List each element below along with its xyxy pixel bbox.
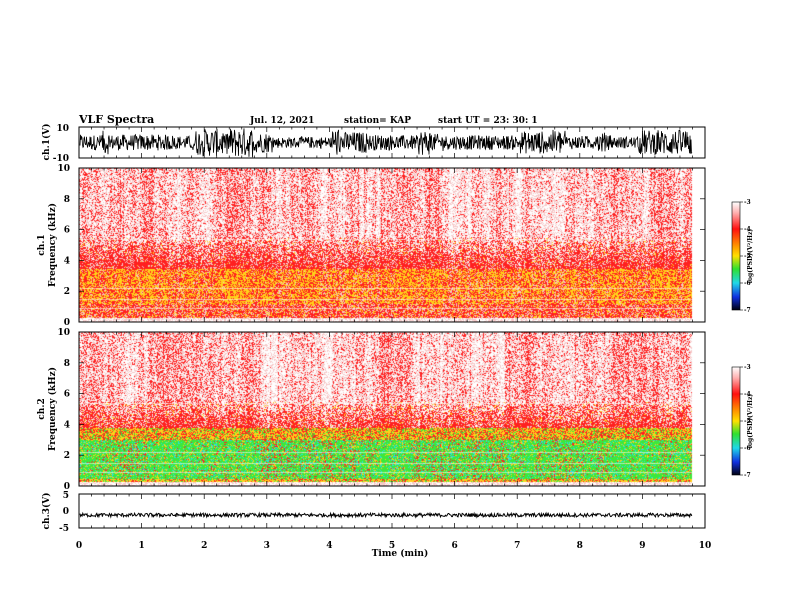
ch1-spectrogram-image bbox=[79, 168, 705, 322]
y-tick-label: 2 bbox=[64, 287, 70, 297]
ch1-waveform-ylabel: ch.1(V) bbox=[41, 124, 52, 161]
y-tick-label: 8 bbox=[64, 359, 70, 369]
colorbar-tick-label: -7 bbox=[744, 472, 751, 479]
x-tick-label: 9 bbox=[639, 541, 645, 551]
y-tick-label: 2 bbox=[64, 451, 70, 461]
y-tick-label: 0 bbox=[64, 318, 70, 328]
x-tick-label: 5 bbox=[389, 541, 395, 551]
ch1-spec-ylabel-freq: Frequency (kHz) bbox=[47, 203, 58, 287]
y-tick-label: 6 bbox=[64, 226, 70, 236]
colorbar-tick-label: -7 bbox=[744, 307, 751, 314]
ch3-ytick-top: 5 bbox=[63, 491, 69, 501]
y-tick-label: 10 bbox=[57, 328, 70, 338]
figure-station: station= KAP bbox=[344, 116, 411, 126]
x-axis-label: Time (min) bbox=[372, 548, 429, 559]
colorbar-tick-label: -6 bbox=[744, 280, 751, 287]
ch3-waveform-line bbox=[79, 511, 693, 519]
ch3-waveform-panel: 5 0 -5 ch.3(V) bbox=[41, 491, 706, 534]
ch1-waveform-line bbox=[79, 128, 693, 158]
y-tick-label: 8 bbox=[64, 195, 70, 205]
figure-title: VLF Spectra bbox=[78, 113, 154, 126]
ch1-colorbar bbox=[731, 201, 741, 311]
ch1-spec-ylabel-ch: ch.1 bbox=[37, 234, 47, 255]
ch2-colorbar-label: log(PSD)(V²/Hz) bbox=[747, 394, 754, 449]
x-tick-label: 0 bbox=[76, 541, 82, 551]
colorbar-tick-label: -5 bbox=[744, 253, 751, 260]
x-tick-label: 1 bbox=[138, 541, 144, 551]
y-tick-label: 0 bbox=[64, 482, 70, 492]
ch2-spectrogram-image bbox=[79, 332, 705, 486]
x-tick-label: 6 bbox=[451, 541, 457, 551]
y-tick-label: 4 bbox=[64, 256, 70, 266]
figure-start-time: start UT = 23: 30: 1 bbox=[438, 116, 538, 126]
ch1-ytick-bottom: -10 bbox=[53, 154, 69, 164]
x-tick-label: 10 bbox=[699, 541, 712, 551]
ch3-ytick-mid: 0 bbox=[63, 507, 69, 517]
ch2-spec-ylabel-freq: Frequency (kHz) bbox=[47, 367, 58, 451]
y-tick-label: 4 bbox=[64, 420, 70, 430]
ch3-waveform-ylabel: ch.3(V) bbox=[41, 493, 52, 530]
ch2-colorbar bbox=[731, 366, 741, 476]
x-tick-label: 3 bbox=[264, 541, 270, 551]
colorbar-tick-label: -5 bbox=[744, 418, 751, 425]
colorbar-tick-label: -6 bbox=[744, 445, 751, 452]
ch1-ytick-top: 10 bbox=[56, 124, 69, 134]
ch3-waveform-frame bbox=[78, 493, 706, 529]
colorbar-tick-label: -4 bbox=[744, 226, 751, 233]
x-tick-label: 4 bbox=[326, 541, 332, 551]
ch3-ytick-bottom: -5 bbox=[59, 524, 69, 534]
y-tick-label: 10 bbox=[57, 164, 70, 174]
x-tick-label: 2 bbox=[201, 541, 207, 551]
colorbar-tick-label: -3 bbox=[744, 364, 751, 371]
ch2-spec-ylabel-ch: ch.2 bbox=[37, 398, 47, 419]
x-tick-label: 8 bbox=[577, 541, 583, 551]
colorbar-tick-label: -4 bbox=[744, 391, 751, 398]
figure-date: Jul. 12, 2021 bbox=[249, 116, 314, 126]
x-tick-label: 7 bbox=[514, 541, 520, 551]
ch1-colorbar-label: log(PSD)(V²/Hz) bbox=[747, 229, 754, 284]
ch1-waveform-panel: 10 -10 ch.1(V) bbox=[41, 124, 706, 164]
colorbar-tick-label: -3 bbox=[744, 199, 751, 206]
y-tick-label: 6 bbox=[64, 390, 70, 400]
